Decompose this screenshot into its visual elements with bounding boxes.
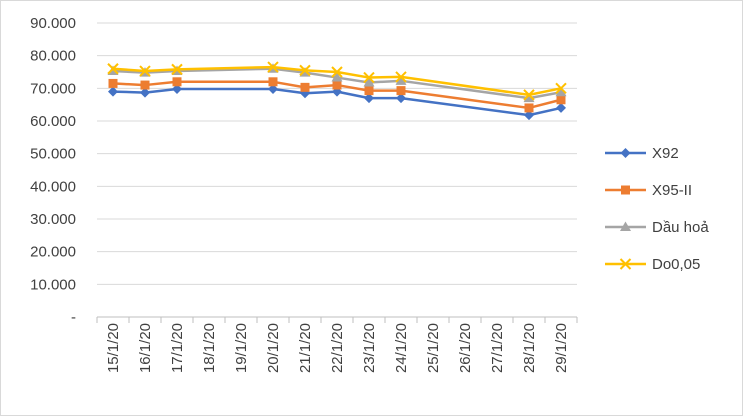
series-line <box>112 65 562 97</box>
data-point <box>268 77 278 87</box>
data-point <box>267 61 279 73</box>
data-point <box>140 80 150 90</box>
data-point <box>555 86 567 97</box>
data-point <box>300 82 310 92</box>
data-point <box>556 102 566 113</box>
data-point <box>556 95 566 105</box>
data-point <box>523 89 535 101</box>
legend-label: X92 <box>652 145 679 162</box>
legend-entry: X92 <box>605 145 679 162</box>
y-tick-label: 50.000 <box>30 146 76 163</box>
data-point <box>363 71 375 84</box>
data-point <box>108 78 118 88</box>
data-point <box>363 76 375 87</box>
data-point <box>524 103 534 113</box>
data-point <box>108 86 118 97</box>
data-point <box>268 83 278 94</box>
y-tick-label: 30.000 <box>30 211 76 228</box>
x-tick-label: 24/1/20 <box>393 323 410 373</box>
data-point <box>396 93 406 104</box>
series-0 <box>108 83 566 121</box>
series-line <box>112 87 562 117</box>
data-point <box>331 72 343 82</box>
legend-label: Do0,05 <box>652 256 700 273</box>
y-axis: - 10.000 20.000 30.000 40.000 50.000 60.000 70.… <box>30 15 76 326</box>
legend-label: Dầu hoả <box>652 219 709 236</box>
data-point <box>299 64 311 77</box>
x-tick-label: 21/1/20 <box>297 323 314 373</box>
data-point <box>171 63 183 76</box>
x-tick-label: 20/1/20 <box>265 323 282 373</box>
y-tick-label: - <box>71 309 76 326</box>
x-tick-label: 25/1/20 <box>425 323 442 373</box>
data-point <box>364 93 374 104</box>
series-lines <box>107 61 567 121</box>
legend-label: X95-II <box>652 182 692 199</box>
y-tick-label: 80.000 <box>30 48 76 65</box>
x-axis: 15/1/20 16/1/20 17/1/20 18/1/20 19/1/20 20/1/… <box>96 316 578 373</box>
data-point <box>172 77 182 87</box>
gridlines <box>97 22 577 285</box>
x-tick-label: 19/1/20 <box>233 323 250 373</box>
x-tick-label: 17/1/20 <box>169 323 186 373</box>
x-tick-label: 16/1/20 <box>137 323 154 373</box>
data-point <box>619 258 632 270</box>
data-point <box>140 87 150 98</box>
x-tick-label: 29/1/20 <box>553 323 570 373</box>
y-tick-label: 20.000 <box>30 244 76 261</box>
series-3 <box>107 61 567 101</box>
x-tick-label: 15/1/20 <box>105 323 122 373</box>
data-point <box>364 86 374 96</box>
legend-entry: Dầu hoả <box>605 219 709 236</box>
data-point <box>332 80 342 90</box>
legend: X92 X95-II Dầu hoả Do0,05 <box>605 145 709 273</box>
x-tick-label: 26/1/20 <box>457 323 474 373</box>
data-point <box>620 148 631 158</box>
data-point <box>620 221 631 231</box>
legend-entry: X95-II <box>605 182 692 199</box>
series-1 <box>108 77 566 113</box>
x-tick-label: 27/1/20 <box>489 323 506 373</box>
y-tick-label: 90.000 <box>30 15 76 32</box>
y-tick-label: 10.000 <box>30 276 76 293</box>
data-point <box>139 65 151 77</box>
data-point <box>107 63 119 75</box>
data-point <box>523 92 535 103</box>
data-point <box>555 82 567 95</box>
y-tick-label: 70.000 <box>30 80 76 97</box>
data-point <box>396 86 406 96</box>
series-line <box>112 80 562 110</box>
data-point <box>331 66 343 78</box>
x-tick-label: 22/1/20 <box>329 323 346 373</box>
x-tick-label: 23/1/20 <box>361 323 378 373</box>
legend-entry: Do0,05 <box>605 256 700 273</box>
data-point <box>621 185 630 195</box>
y-tick-label: 60.000 <box>30 113 76 130</box>
series-line <box>112 67 562 100</box>
y-tick-label: 40.000 <box>30 178 76 195</box>
data-point <box>172 83 182 94</box>
data-point <box>524 110 534 121</box>
data-point <box>395 71 407 83</box>
x-tick-label: 28/1/20 <box>521 323 538 373</box>
data-point <box>395 75 407 85</box>
x-tick-label: 18/1/20 <box>201 323 218 373</box>
